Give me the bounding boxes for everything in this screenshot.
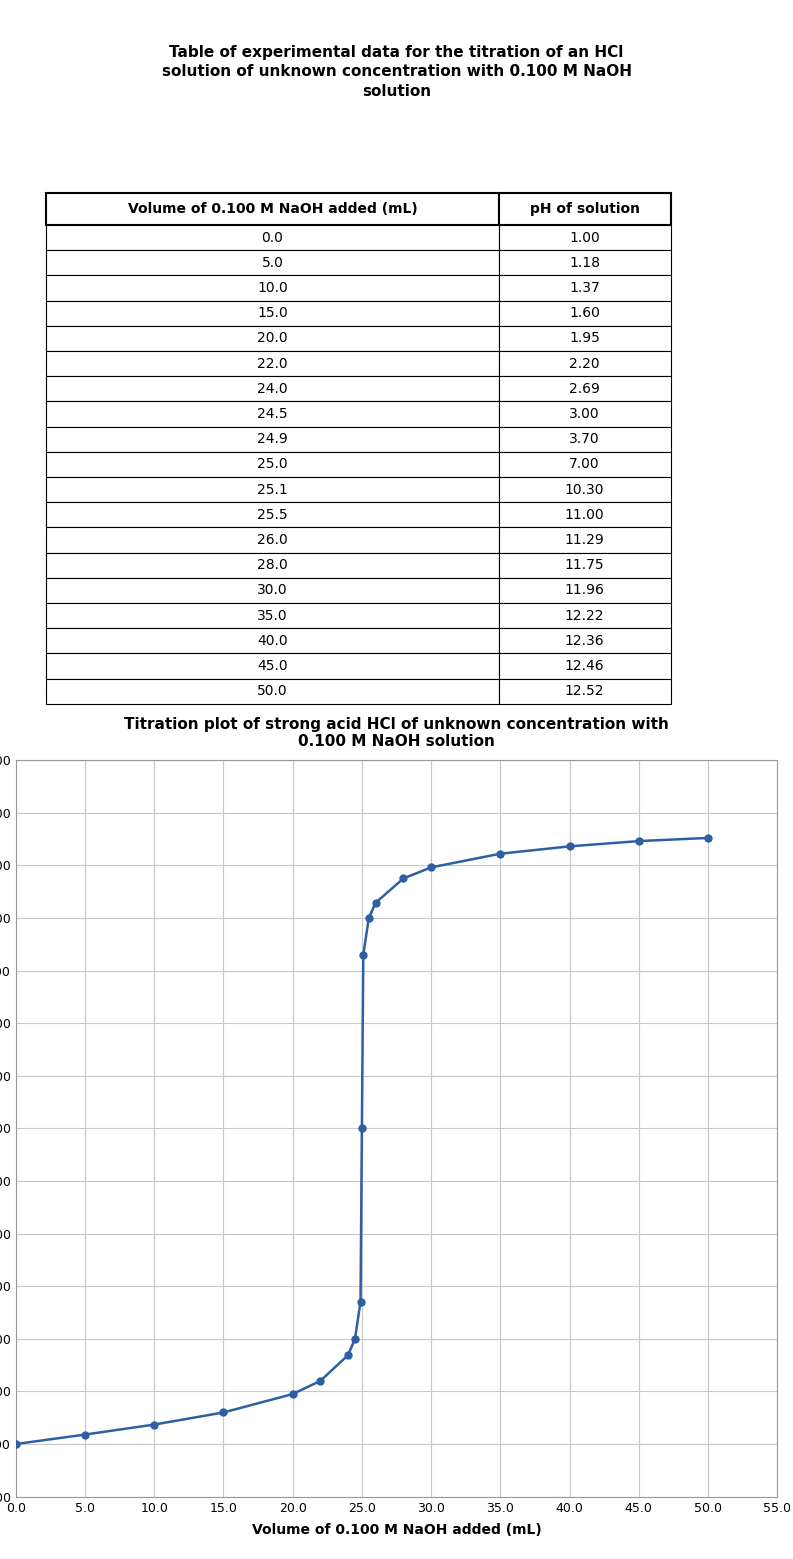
X-axis label: Volume of 0.100 M NaOH added (mL): Volume of 0.100 M NaOH added (mL) — [251, 1523, 542, 1537]
Title: Titration plot of strong acid HCl of unknown concentration with
0.100 M NaOH sol: Titration plot of strong acid HCl of unk… — [124, 717, 669, 750]
Text: Table of experimental data for the titration of an HCl
solution of unknown conce: Table of experimental data for the titra… — [162, 45, 631, 100]
